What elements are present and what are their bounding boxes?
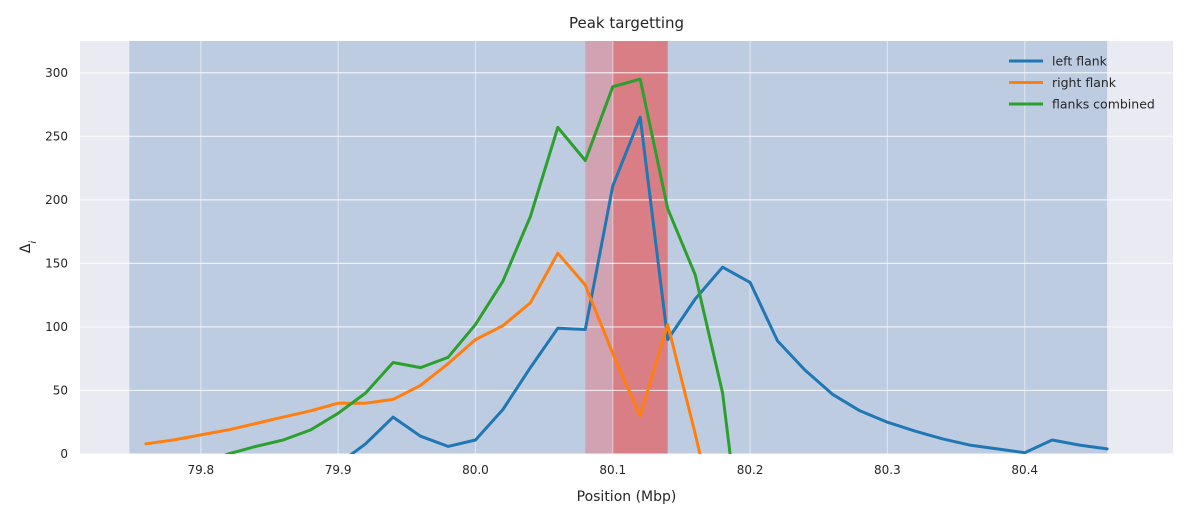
x-tick-label: 80.0	[462, 463, 489, 477]
shaded-region-3	[612, 41, 668, 454]
series-line-flanks-combined	[223, 77, 732, 454]
y-tick-label: 300	[45, 66, 68, 80]
y-tick-label: 0	[60, 447, 68, 461]
x-tick-label: 80.1	[599, 463, 626, 477]
y-tick-label: 200	[45, 193, 68, 207]
chart-title: Peak targetting	[569, 14, 684, 32]
y-axis-label: Δi	[18, 241, 39, 254]
legend-label: right flank	[1052, 75, 1117, 90]
x-tick-label: 79.8	[187, 463, 214, 477]
y-tick-label: 50	[53, 383, 68, 397]
x-axis-label: Position (Mbp)	[577, 489, 677, 505]
x-tick-label: 80.3	[874, 463, 901, 477]
legend: left flank right flank flanks combined	[1009, 54, 1155, 112]
x-tick-label: 80.4	[1011, 463, 1038, 477]
legend-label: left flank	[1052, 54, 1108, 69]
series-line-right-flank	[144, 251, 702, 454]
series-line-left-flank	[349, 115, 1109, 454]
y-tick-label: 150	[45, 256, 68, 270]
legend-label: flanks combined	[1052, 97, 1155, 112]
y-tick-label: 250	[45, 129, 68, 143]
y-tick-label: 100	[45, 320, 68, 334]
x-tick-label: 80.2	[737, 463, 764, 477]
x-tick-label: 79.9	[325, 463, 352, 477]
